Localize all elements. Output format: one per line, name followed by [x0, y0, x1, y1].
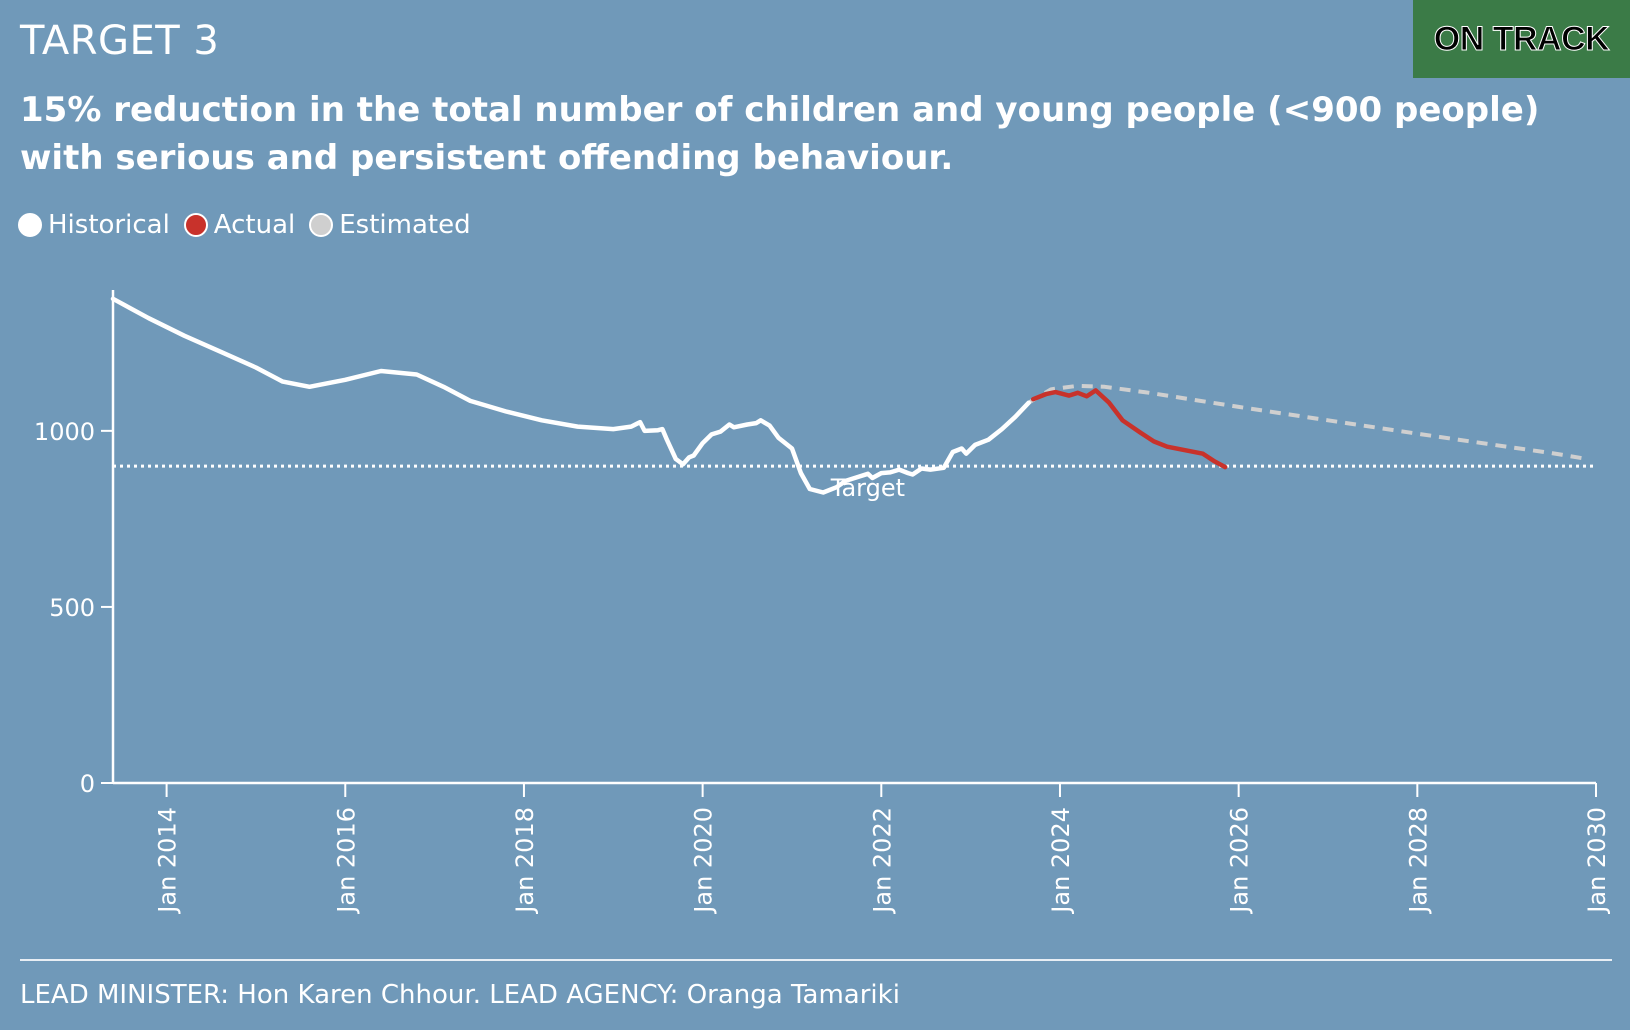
series-line-historical [110, 296, 1031, 495]
legend-dot-actual [183, 213, 208, 237]
legend-dot-historical [18, 213, 42, 237]
legend-dot-estimated [309, 213, 334, 237]
status-badge: ON TRACK [1413, 0, 1630, 78]
headline-line-2: with serious and persistent offending be… [20, 138, 954, 178]
chart-axes: 0 500 1000 Jan 2014 Jan 2016 Jan 2018 Jan 2020… [34, 290, 1611, 915]
footer-lead-info: LEAD MINISTER: Hon Karen Chhour. LEAD AG… [20, 980, 900, 1010]
series-line-actual [1030, 388, 1228, 470]
target-label: Target [830, 474, 905, 502]
legend-item-historical: Historical [18, 210, 170, 240]
headline: 15% reduction in the total number of chi… [20, 86, 1580, 182]
headline-line-1: 15% reduction in the total number of chi… [20, 90, 1540, 130]
footer-divider [20, 959, 1612, 961]
legend-label-actual: Actual [213, 210, 296, 240]
x-tick-label: Jan 2030 [1583, 807, 1611, 915]
chart-series: Target [110, 296, 1596, 502]
x-tick-label: Jan 2016 [332, 807, 360, 915]
series-line-estimated [1027, 383, 1588, 461]
x-tick-label: Jan 2026 [1226, 807, 1254, 915]
legend-item-actual: Actual [183, 210, 296, 240]
x-tick-label: Jan 2022 [868, 807, 896, 915]
legend-label-estimated: Estimated [339, 210, 471, 240]
x-tick-label: Jan 2018 [511, 807, 539, 915]
x-tick-label: Jan 2024 [1047, 807, 1075, 915]
target-label: TARGET 3 [20, 18, 220, 64]
x-tick-label: Jan 2020 [690, 807, 718, 915]
y-tick-label: 1000 [34, 418, 95, 446]
legend-item-estimated: Estimated [309, 210, 471, 240]
x-tick-label: Jan 2028 [1404, 807, 1432, 915]
legend-label-historical: Historical [48, 210, 170, 240]
x-tick-label: Jan 2014 [154, 807, 182, 915]
y-tick-label: 0 [80, 770, 95, 798]
legend: Historical Actual Estimated [18, 210, 485, 240]
y-tick-label: 500 [49, 594, 95, 622]
